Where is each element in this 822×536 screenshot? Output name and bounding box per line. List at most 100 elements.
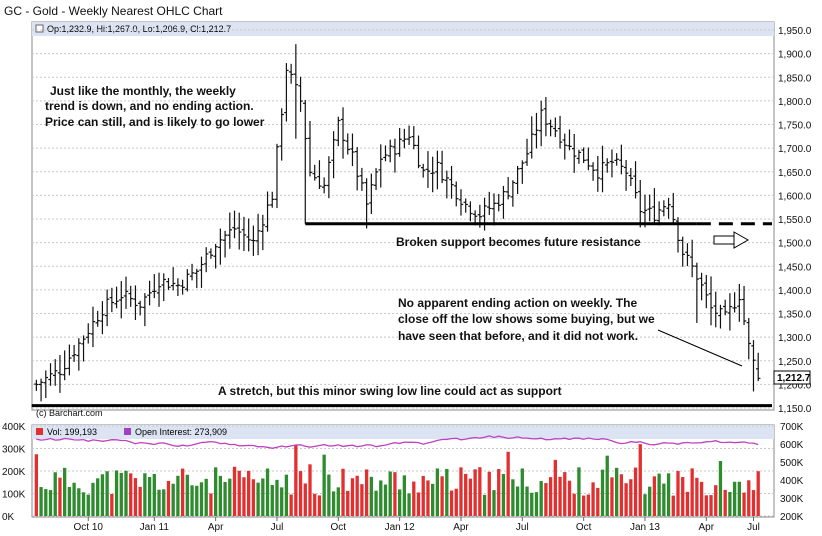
- oi-y-tick-label: 600K: [780, 440, 804, 451]
- volume-bar: [44, 489, 48, 516]
- ohlc-bar: [619, 144, 624, 175]
- volume-bar: [374, 490, 378, 516]
- ohlc-bar: [86, 323, 91, 344]
- ohlc-bar: [175, 278, 181, 297]
- volume-bar: [147, 477, 152, 516]
- ohlc-bar: [147, 280, 152, 306]
- volume-bar: [322, 454, 326, 516]
- ohlc-bar: [685, 243, 690, 267]
- ohlc-bar: [237, 212, 242, 250]
- volume-bar: [190, 485, 194, 516]
- ohlc-bar: [439, 150, 445, 184]
- last-price-label: 1,212.7: [777, 373, 811, 384]
- ohlc-bar: [354, 147, 360, 191]
- price-y-tick-label: 1,450.0: [778, 262, 812, 273]
- volume-bar: [364, 469, 369, 516]
- volume-bar: [648, 486, 652, 516]
- volume-bar: [714, 485, 718, 516]
- volume-bar: [657, 473, 661, 516]
- ohlc-bar: [704, 274, 709, 309]
- ohlc-bar: [468, 201, 473, 222]
- ohlc-bar: [689, 239, 695, 278]
- x-tick-label: Oct 10: [74, 522, 104, 533]
- ohlc-bar: [123, 276, 129, 309]
- volume-bar: [284, 474, 289, 516]
- volume-bar: [511, 479, 515, 516]
- ohlc-bar: [270, 191, 275, 208]
- volume-bar: [81, 492, 86, 516]
- volume-bar: [723, 489, 727, 516]
- ohlc-bar: [496, 194, 501, 212]
- volume-y-tick-label: 0K: [2, 512, 15, 523]
- ohlc-bar: [321, 177, 327, 194]
- price-y-tick-label: 1,400.0: [778, 286, 812, 297]
- ohlc-bar: [737, 283, 742, 322]
- ohlc-bar: [76, 338, 82, 371]
- volume-bar: [195, 485, 199, 516]
- volume-bar: [445, 468, 449, 516]
- ohlc-bar: [222, 230, 228, 258]
- annotation-no-ending-line-2: close off the low shows some buying, but…: [398, 312, 655, 326]
- volume-bar: [737, 481, 741, 516]
- x-tick-label: Jan 12: [385, 522, 415, 533]
- ohlc-bar: [600, 145, 605, 193]
- ohlc-bar: [81, 335, 86, 362]
- volume-bar: [539, 481, 543, 516]
- ohlc-bar: [718, 304, 723, 329]
- volume-bar: [685, 491, 690, 516]
- volume-bar: [567, 480, 572, 516]
- volume-bar: [331, 491, 336, 516]
- ohlc-bar: [628, 167, 634, 186]
- volume-bar: [643, 494, 647, 516]
- ohlc-readout: Op:1,232.9, Hi:1,267.0, Lo:1,206.9, Cl:1…: [47, 24, 231, 34]
- volume-bar: [563, 472, 567, 516]
- ohlc-bar: [317, 160, 322, 189]
- oi-y-tick-label: 200K: [780, 512, 804, 523]
- ohlc-bar: [727, 293, 733, 331]
- volume-bar: [681, 477, 685, 516]
- ohlc-bar: [454, 181, 459, 207]
- volume-bar: [619, 474, 624, 516]
- volume-bar: [199, 482, 204, 516]
- volume-bar: [369, 476, 373, 516]
- annotation-trend-line-2: trend is down, and no ending action.: [45, 99, 254, 113]
- volume-bar: [171, 483, 175, 516]
- volume-bar: [317, 495, 322, 516]
- ohlc-bar: [491, 193, 497, 226]
- volume-bar: [662, 483, 666, 516]
- volume-bar: [586, 494, 591, 516]
- volume-bar: [58, 477, 62, 516]
- volume-bar: [270, 485, 274, 516]
- volume-bar: [553, 459, 557, 516]
- volume-bar: [218, 475, 223, 516]
- volume-bar: [482, 494, 487, 516]
- ohlc-bar: [246, 218, 251, 252]
- ohlc-bar: [48, 363, 53, 386]
- copyright: (c) Barchart.com: [36, 408, 103, 418]
- ohlc-bar: [505, 177, 511, 200]
- price-panel-header-band: [32, 22, 774, 36]
- volume-bar: [435, 468, 440, 516]
- ohlc-bar: [312, 164, 317, 181]
- open-interest-line: [36, 435, 759, 449]
- volume-bar: [223, 481, 227, 516]
- ohlc-bar: [746, 317, 751, 360]
- ohlc-bar: [633, 161, 638, 199]
- ohlc-bar: [680, 236, 685, 267]
- ohlc-bar: [515, 165, 520, 194]
- price-y-tick-label: 1,300.0: [778, 333, 812, 344]
- ohlc-bar: [548, 119, 553, 137]
- volume-bar: [96, 478, 100, 516]
- x-tick-label: Jan 11: [140, 522, 170, 533]
- ohlc-bar: [416, 135, 421, 169]
- volume-bar: [577, 467, 581, 516]
- ohlc-bar: [402, 128, 407, 149]
- ohlc-bar: [208, 248, 214, 259]
- price-y-tick-label: 1,600.0: [778, 191, 812, 202]
- ohlc-bar: [656, 201, 662, 226]
- volume-bar: [275, 479, 279, 516]
- ohlc-bar: [62, 350, 67, 381]
- volume-bar: [77, 488, 81, 516]
- oi-y-tick-label: 500K: [780, 458, 804, 469]
- volume-bar: [152, 474, 156, 516]
